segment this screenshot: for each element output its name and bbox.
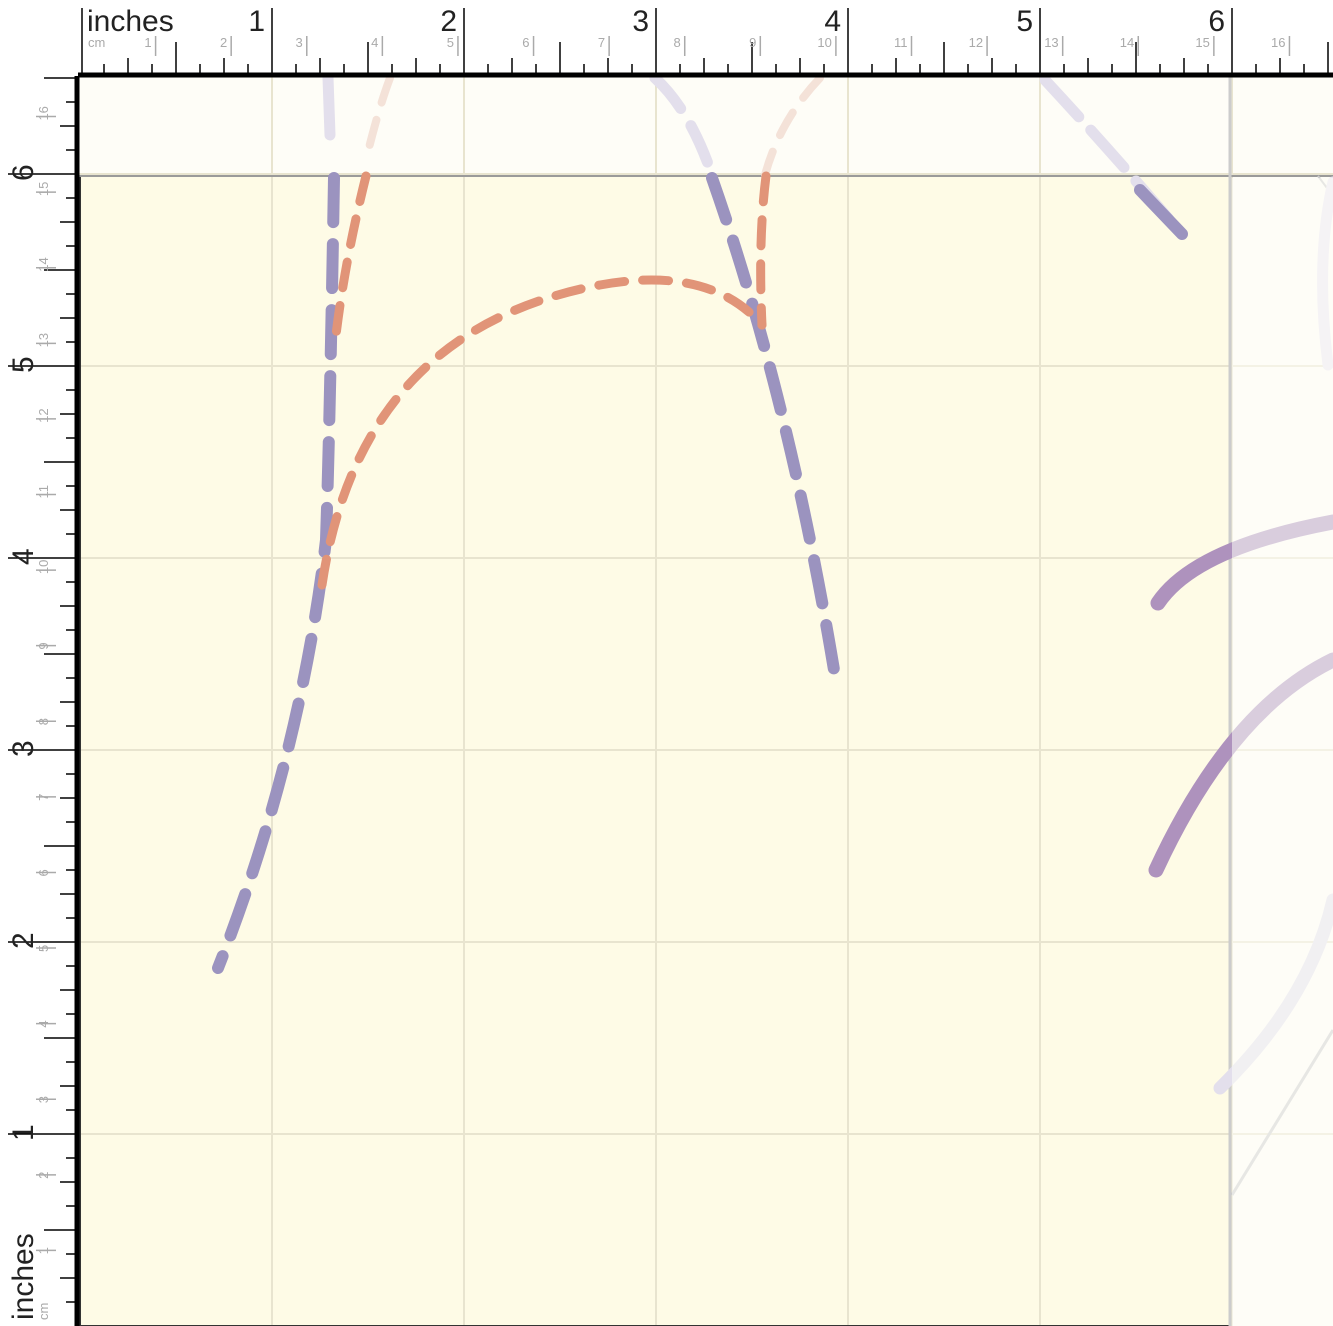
orange-dashed-path-middle[interactable] xyxy=(756,171,771,330)
left-cm-label: 16 xyxy=(36,106,51,120)
orange-dashed-arch[interactable] xyxy=(317,275,767,590)
faint-path-middle-top[interactable] xyxy=(649,72,718,181)
left-cm-label: 6 xyxy=(36,869,51,876)
top-inch-label: 6 xyxy=(1208,5,1225,38)
faint-orange-path-left-top[interactable] xyxy=(362,74,394,164)
left-inch-label: 6 xyxy=(7,164,40,181)
faint-orange-path-middle-top[interactable] xyxy=(761,74,824,179)
top-ruler-ticks: 1 2 3 4 5 61 2 3 4 5 6 7 8 9 10 11 12 13 14 15 16 xyxy=(103,5,1329,76)
left-cm-label: 2 xyxy=(36,1172,51,1179)
left-cm-label: 14 xyxy=(36,257,51,271)
left-cm-label: 10 xyxy=(36,560,51,574)
left-cm-label: 4 xyxy=(36,1020,51,1027)
top-ruler-unit-label: inches xyxy=(87,5,174,38)
top-cm-label: 13 xyxy=(1044,35,1058,50)
top-inch-label: 5 xyxy=(1016,5,1033,38)
top-inch-label: 4 xyxy=(824,5,841,38)
top-cm-label: 10 xyxy=(817,35,831,50)
left-cm-label: 5 xyxy=(36,945,51,952)
left-cm-label: 15 xyxy=(36,182,51,196)
top-cm-label: 6 xyxy=(522,35,529,50)
left-cm-label: 13 xyxy=(36,333,51,347)
left-cm-label: 12 xyxy=(36,408,51,422)
left-cm-label: 9 xyxy=(36,642,51,649)
left-ruler-cm-label: cm xyxy=(36,1303,51,1320)
top-cm-label: 16 xyxy=(1271,35,1285,50)
left-cm-label: 11 xyxy=(36,485,51,499)
top-ruler[interactable]: inches cm xyxy=(0,0,1333,78)
top-cm-label: 2 xyxy=(220,35,227,50)
left-cm-label: 8 xyxy=(36,718,51,725)
top-cm-label: 14 xyxy=(1120,35,1134,50)
top-inch-label: 2 xyxy=(440,5,457,38)
vector-paths xyxy=(212,72,1333,1326)
left-inch-label: 2 xyxy=(7,932,40,949)
left-inch-label: 3 xyxy=(7,740,40,757)
top-cm-label: 3 xyxy=(296,35,303,50)
left-inch-label: 5 xyxy=(7,356,40,373)
left-inch-label: 4 xyxy=(7,548,40,565)
top-inch-label: 1 xyxy=(248,5,265,38)
faint-path-left-top[interactable] xyxy=(322,72,336,141)
left-cm-label: 1 xyxy=(36,1247,51,1254)
top-ruler-cm-label: cm xyxy=(88,35,105,50)
left-inch-label: 1 xyxy=(7,1124,40,1141)
top-cm-label: 1 xyxy=(144,35,151,50)
top-cm-label: 15 xyxy=(1195,35,1209,50)
top-cm-label: 9 xyxy=(749,35,756,50)
left-ruler-unit-label: inches xyxy=(7,1233,40,1320)
top-cm-label: 12 xyxy=(969,35,983,50)
top-cm-label: 7 xyxy=(598,35,605,50)
top-inch-label: 3 xyxy=(632,5,649,38)
ruler-corner[interactable] xyxy=(0,0,78,76)
purple-dashed-path-middle[interactable] xyxy=(706,172,842,688)
top-cm-label: 11 xyxy=(894,35,908,50)
left-ruler[interactable]: inches cm xyxy=(0,76,80,1326)
purple-dashed-path-right-top[interactable] xyxy=(1134,184,1188,240)
orange-dashed-path-left[interactable] xyxy=(331,171,371,340)
top-cm-label: 5 xyxy=(447,35,454,50)
left-cm-label: 3 xyxy=(36,1096,51,1103)
pasteboard-dim-overlay xyxy=(1232,178,1333,1326)
left-cm-label: 7 xyxy=(36,794,51,801)
top-cm-label: 8 xyxy=(673,35,680,50)
top-cm-label: 4 xyxy=(371,35,378,50)
